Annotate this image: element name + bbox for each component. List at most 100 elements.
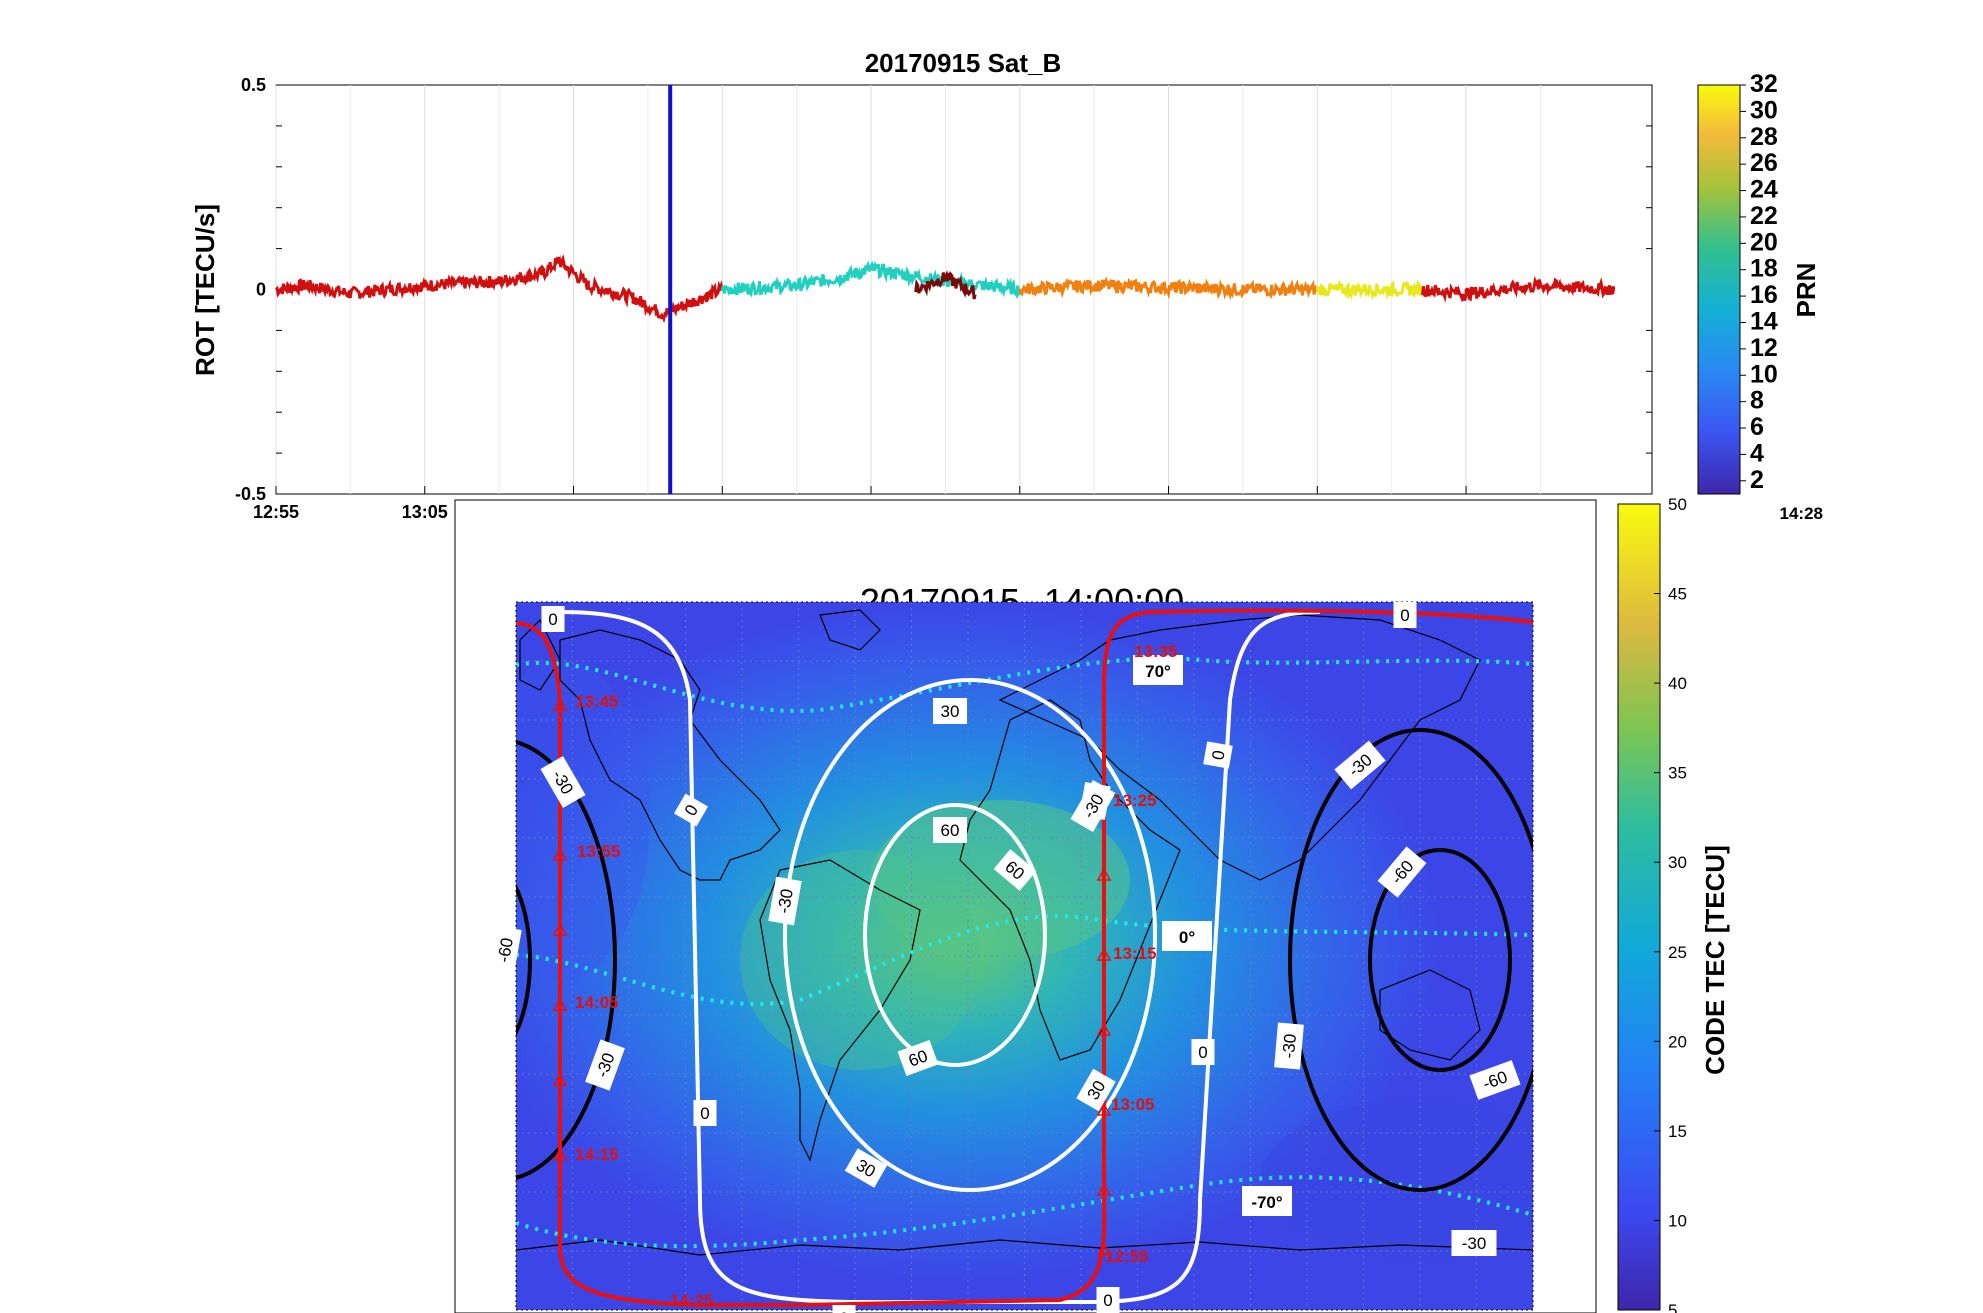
track-time-label: 14:05 xyxy=(575,993,618,1012)
prn-tick-label: 4 xyxy=(1750,439,1764,467)
latitude-label-text: 70° xyxy=(1145,662,1171,681)
contour-label-box xyxy=(488,925,522,975)
contour-label: 0 xyxy=(693,1100,717,1126)
tec-tick-label: 35 xyxy=(1668,764,1687,783)
latitude-labels: 70° 0° -70° xyxy=(1133,655,1292,1216)
track-marker xyxy=(552,847,568,861)
contour-label-text: 0 xyxy=(700,1104,709,1123)
contour-label: -30 xyxy=(585,1039,625,1091)
prn-colorbar-label: PRN xyxy=(1791,263,1821,318)
latitude-label: -70° xyxy=(1242,1186,1292,1216)
contour-label-box xyxy=(1070,780,1116,832)
latitude-label: 70° xyxy=(1133,655,1183,685)
track-time-label: 13:25 xyxy=(1113,791,1156,810)
tec-colorbar xyxy=(1617,503,1661,1311)
track-marker xyxy=(552,1147,568,1161)
contour-label-text: 0 xyxy=(1208,749,1228,762)
contour-label: 30 xyxy=(1076,1068,1116,1112)
track-time-labels: 13:35 13:45 13:25 13:55 13:15 14:05 13:05 14:15… xyxy=(575,504,1823,1310)
tec-colorbar-label: CODE TEC [TECU] xyxy=(1700,845,1730,1075)
contour-label-box xyxy=(933,817,967,843)
prn-tick-label: 22 xyxy=(1750,202,1778,230)
contour-label-text: -30 xyxy=(1279,1033,1300,1059)
prn-tick-label: 14 xyxy=(1750,307,1778,335)
negative-contours xyxy=(516,728,1533,1192)
track-time-label: 13:35 xyxy=(1134,642,1177,661)
map-area xyxy=(516,602,1533,1310)
rot-series-line xyxy=(1315,279,1423,301)
track-marker xyxy=(1096,1182,1112,1196)
rot-series-line xyxy=(1421,275,1616,303)
contour-label: 0 xyxy=(1393,602,1417,628)
prn-colorbar xyxy=(1697,84,1741,495)
contour-label: -60 xyxy=(488,925,522,975)
prn-tick-label: 12 xyxy=(1750,334,1778,362)
rot-xtick-label: 12:55 xyxy=(253,502,299,522)
tec-tick-label: 20 xyxy=(1668,1032,1687,1051)
contour-label-box xyxy=(933,698,967,724)
contour-label-box xyxy=(1274,1022,1304,1070)
prn-tick-label: 20 xyxy=(1750,228,1778,256)
rot-xtick-label: 13:05 xyxy=(402,502,448,522)
contour-label: 0 xyxy=(1191,1039,1215,1065)
rot-series-line xyxy=(274,254,724,324)
track-time-label: 14:25 xyxy=(670,1291,713,1310)
track-marker xyxy=(552,1072,568,1086)
track-time-label: 14:28 xyxy=(1780,504,1823,523)
rot-chart: 12:5513:0513:1513:2513:3513:4513:5514:05… xyxy=(190,48,1821,522)
rot-series xyxy=(274,85,1616,494)
contour-label-box xyxy=(1393,602,1417,628)
contour-label-box xyxy=(585,1039,625,1091)
latitude-label-box xyxy=(1162,921,1212,951)
contour-label: 60 xyxy=(933,817,967,843)
track-marker xyxy=(1096,947,1112,961)
rot-series-line xyxy=(914,270,977,300)
latitude-label: 0° xyxy=(1162,921,1212,951)
prn-tick-label: 28 xyxy=(1750,123,1778,151)
contour-label: 60 xyxy=(897,1039,939,1077)
contour-label: 30 xyxy=(844,1148,888,1188)
contour-label: -30 xyxy=(1334,740,1386,790)
rot-chart-title: 20170915 Sat_B xyxy=(865,48,1062,78)
contour-label-text: 0 xyxy=(1103,1291,1112,1310)
tec-tick-label: 5 xyxy=(1668,1301,1677,1313)
contour-label: -30 xyxy=(1274,1022,1304,1070)
track-time-label: 13:15 xyxy=(1113,944,1156,963)
contour-label: 0 xyxy=(541,606,565,632)
contour-label-box xyxy=(1469,1060,1521,1100)
contour-label-text: 0 xyxy=(1400,606,1409,625)
contour-label-box xyxy=(693,1100,717,1126)
contour-label-box xyxy=(1191,1039,1215,1065)
contour-label-box xyxy=(1076,1068,1116,1112)
contour-label-text: 0 xyxy=(839,1309,848,1313)
tec-tick-label: 40 xyxy=(1668,674,1687,693)
contour-label-box xyxy=(844,1148,888,1188)
track-marker xyxy=(1096,867,1112,881)
contour-label: 0 xyxy=(1096,1287,1120,1313)
latitude-label-box xyxy=(1242,1186,1292,1216)
contour-label-text: 30 xyxy=(941,702,960,721)
contour-label-box xyxy=(1203,741,1233,769)
contour-label-box xyxy=(1377,846,1427,898)
contour-label-box xyxy=(897,1039,939,1077)
latitude-label-box xyxy=(1133,655,1183,685)
tec-tick-label: 15 xyxy=(1668,1122,1687,1141)
positive-contours xyxy=(559,610,1321,1304)
track-time-label: 13:45 xyxy=(575,692,618,711)
contour-label-box xyxy=(540,756,586,808)
contour-label: -30 xyxy=(1451,1230,1497,1256)
latitude-label-text: 0° xyxy=(1179,928,1195,947)
track-marker xyxy=(552,697,568,711)
contour-label: 0 xyxy=(1203,741,1233,769)
contour-label: -30 xyxy=(768,876,802,926)
prn-tick-label: 16 xyxy=(1750,281,1778,309)
tec-tick-label: 25 xyxy=(1668,943,1687,962)
tec-tick-label: 50 xyxy=(1668,495,1687,514)
prn-tick-label: 24 xyxy=(1750,176,1778,204)
contour-label: 0 xyxy=(832,1305,856,1313)
track-marker xyxy=(552,922,568,936)
contour-label: -60 xyxy=(1469,1060,1521,1100)
contour-label: 0 xyxy=(673,793,709,827)
contour-label-box xyxy=(832,1305,856,1313)
